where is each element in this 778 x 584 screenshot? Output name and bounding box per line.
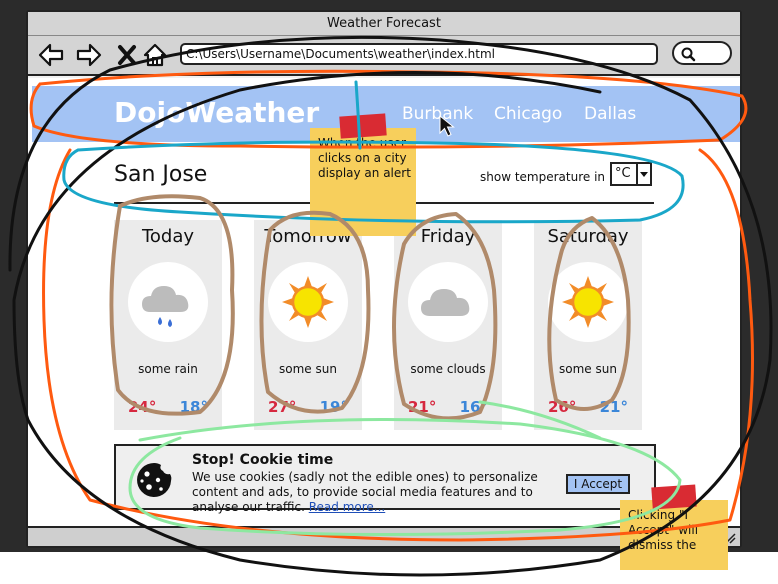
- forecast-condition: some sun: [559, 362, 617, 376]
- home-icon[interactable]: [142, 42, 168, 68]
- browser-window: Weather Forecast C:\Users\Username\Docum…: [26, 10, 742, 548]
- back-arrow-icon[interactable]: [38, 42, 64, 68]
- window-title: Weather Forecast: [28, 12, 740, 36]
- sticky-note-tape: [339, 113, 387, 139]
- forecast-high-temp: 21°: [408, 398, 437, 416]
- close-icon[interactable]: [114, 42, 140, 68]
- rain-cloud-icon: [142, 286, 189, 327]
- cookie-message: We use cookies (sadly not the edible one…: [192, 470, 548, 515]
- forecast-high-temp: 26°: [548, 398, 577, 416]
- forecast-low-temp: 21°: [599, 398, 628, 416]
- cookie-title: Stop! Cookie time: [192, 452, 334, 468]
- sticky-note-tape: [651, 484, 697, 510]
- city-link-dallas[interactable]: Dallas: [584, 104, 637, 124]
- forecast-condition: some sun: [279, 362, 337, 376]
- forecast-condition: some rain: [138, 362, 198, 376]
- forecast-high-temp: 24°: [128, 398, 157, 416]
- temperature-unit-value: °C: [615, 166, 631, 181]
- sun-icon: [562, 276, 614, 328]
- temperature-unit-select[interactable]: °C: [610, 162, 652, 186]
- forecast-low-temp: 16°: [459, 398, 488, 416]
- browser-toolbar: C:\Users\Username\Documents\weather\inde…: [28, 36, 740, 76]
- read-more-link[interactable]: Read more...: [308, 500, 386, 514]
- temperature-unit-label: show temperature in: [480, 170, 606, 184]
- forecast-low-temp: 19°: [319, 398, 348, 416]
- sticky-note-text: Clicking "I Accept" will dismiss the: [628, 508, 699, 552]
- cloud-icon: [421, 289, 470, 316]
- search-icon: [681, 47, 696, 62]
- sticky-note-cookie-dismiss: Clicking "I Accept" will dismiss the: [620, 500, 728, 570]
- accept-cookies-button[interactable]: I Accept: [566, 474, 630, 494]
- city-link-chicago[interactable]: Chicago: [494, 104, 563, 124]
- address-bar[interactable]: C:\Users\Username\Documents\weather\inde…: [180, 43, 658, 65]
- browser-search-field[interactable]: [672, 41, 732, 65]
- forecast-day: Saturday: [547, 226, 629, 247]
- forecast-low-temp: 18°: [179, 398, 208, 416]
- cookie-banner: Stop! Cookie time We use cookies (sadly …: [114, 444, 656, 514]
- forecast-card-today: Today some rain 24° 18°: [114, 220, 222, 430]
- sun-icon: [282, 276, 334, 328]
- forecast-high-temp: 27°: [268, 398, 297, 416]
- forecast-condition: some clouds: [410, 362, 486, 376]
- forecast-card-friday: Friday some clouds 21° 16°: [394, 220, 502, 430]
- sticky-note-text: When the user clicks on a city display a…: [318, 136, 411, 180]
- mouse-cursor-icon: [439, 114, 455, 137]
- selected-city-title: San Jose: [114, 162, 208, 187]
- chevron-down-icon: [636, 164, 650, 184]
- forecast-day: Today: [141, 226, 195, 247]
- forward-arrow-icon[interactable]: [76, 42, 102, 68]
- sticky-note-city-alert: When the user clicks on a city display a…: [310, 128, 416, 236]
- forecast-card-tomorrow: Tomorrow some sun 27° 19°: [254, 220, 362, 430]
- forecast-card-saturday: Saturday some sun 26° 21°: [534, 220, 642, 430]
- site-logo[interactable]: DojoWeather: [114, 96, 320, 129]
- cookie-icon: [137, 463, 172, 497]
